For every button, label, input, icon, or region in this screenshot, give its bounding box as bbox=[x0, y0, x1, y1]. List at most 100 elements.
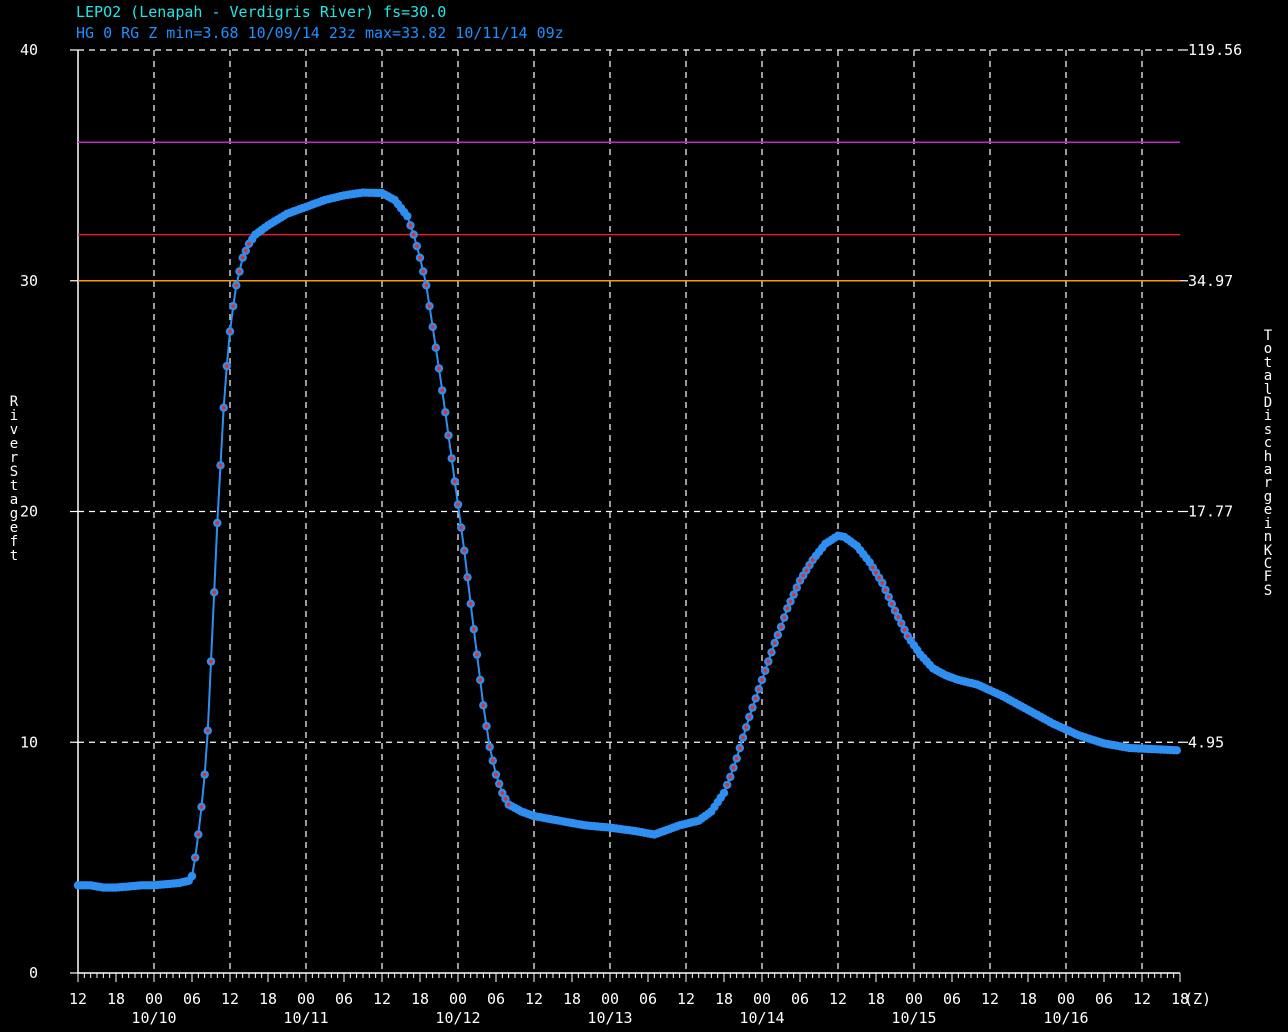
observation-marker bbox=[459, 525, 464, 530]
observation-marker bbox=[775, 633, 780, 637]
observation-marker bbox=[427, 304, 432, 308]
observation-marker bbox=[421, 269, 426, 274]
stage-point bbox=[403, 211, 412, 221]
observation-marker bbox=[870, 565, 875, 570]
x-tick-label: 06 bbox=[335, 990, 353, 1008]
observation-marker bbox=[760, 678, 764, 682]
right-tick-label: 34.97 bbox=[1188, 272, 1233, 290]
observation-marker bbox=[202, 772, 207, 777]
chart-title-stats: HG 0 RG Z min=3.68 10/09/14 23z max=33.8… bbox=[76, 24, 564, 42]
observation-marker bbox=[471, 627, 476, 632]
observation-marker bbox=[756, 687, 761, 692]
observation-marker bbox=[205, 728, 210, 733]
observation-marker bbox=[766, 659, 771, 664]
observation-marker bbox=[772, 641, 777, 645]
observation-marker bbox=[779, 625, 783, 629]
date-label: 10/16 bbox=[1043, 1009, 1088, 1027]
observation-marker bbox=[753, 696, 758, 701]
observation-marker bbox=[240, 255, 245, 260]
observation-marker bbox=[243, 248, 248, 253]
observation-marker bbox=[418, 255, 422, 260]
x-tick-label: 18 bbox=[411, 990, 429, 1008]
x-tick-label: 18 bbox=[1019, 990, 1037, 1008]
x-unit-label: (Z) bbox=[1184, 990, 1211, 1008]
observation-marker bbox=[465, 575, 470, 580]
observation-marker bbox=[734, 756, 739, 761]
y-tick-label: 10 bbox=[20, 733, 38, 751]
stage-point bbox=[187, 871, 197, 881]
observation-marker bbox=[224, 364, 229, 368]
observation-marker bbox=[430, 325, 435, 329]
observation-marker bbox=[440, 388, 445, 393]
observation-marker bbox=[452, 479, 457, 484]
observation-marker bbox=[490, 758, 495, 763]
observation-marker bbox=[893, 608, 897, 613]
observation-marker bbox=[804, 568, 809, 573]
observation-marker bbox=[228, 329, 232, 334]
observation-marker bbox=[794, 585, 799, 590]
observation-marker bbox=[785, 606, 790, 611]
x-tick-label: 00 bbox=[449, 990, 467, 1008]
observation-marker bbox=[798, 578, 802, 583]
observation-marker bbox=[437, 366, 441, 371]
observation-marker bbox=[484, 724, 489, 728]
x-tick-label: 06 bbox=[943, 990, 961, 1008]
observation-marker bbox=[456, 502, 460, 507]
observation-marker bbox=[411, 232, 416, 237]
observation-marker bbox=[896, 615, 901, 619]
right-axis-label: Total Discharge in KCFS bbox=[1263, 328, 1273, 599]
x-tick-label: 00 bbox=[753, 990, 771, 1008]
observation-marker bbox=[468, 601, 473, 606]
y-tick-label: 20 bbox=[20, 503, 38, 521]
left-axis-label: River Stage ft bbox=[9, 394, 19, 564]
observation-marker bbox=[763, 668, 768, 673]
date-label: 10/10 bbox=[131, 1009, 176, 1027]
x-tick-label: 12 bbox=[525, 990, 543, 1008]
observation-marker bbox=[782, 615, 787, 620]
chart-title-station: LEPO2 (Lenapah - Verdigris River) fs=30.… bbox=[76, 3, 447, 21]
observation-marker bbox=[221, 405, 226, 410]
observation-marker bbox=[218, 463, 223, 468]
observation-marker bbox=[883, 588, 888, 592]
x-tick-label: 06 bbox=[487, 990, 505, 1008]
observation-marker bbox=[889, 601, 894, 606]
right-tick-label: 119.56 bbox=[1188, 41, 1242, 59]
observation-marker bbox=[487, 745, 492, 749]
observation-marker bbox=[212, 590, 217, 595]
x-tick-label: 00 bbox=[601, 990, 619, 1008]
x-tick-label: 00 bbox=[1057, 990, 1075, 1008]
x-tick-label: 00 bbox=[905, 990, 923, 1008]
observation-marker bbox=[874, 570, 878, 575]
y-tick-label: 0 bbox=[29, 964, 38, 982]
observation-marker bbox=[443, 410, 448, 415]
y-tick-label: 40 bbox=[20, 41, 38, 59]
observation-marker bbox=[506, 802, 511, 807]
x-tick-label: 12 bbox=[981, 990, 999, 1008]
observation-marker bbox=[234, 283, 239, 288]
x-tick-label: 18 bbox=[107, 990, 125, 1008]
observation-marker bbox=[905, 634, 910, 638]
observation-marker bbox=[209, 659, 213, 664]
observation-marker bbox=[807, 563, 812, 567]
x-tick-label: 06 bbox=[1095, 990, 1113, 1008]
observation-marker bbox=[788, 599, 793, 604]
observation-marker bbox=[725, 783, 730, 787]
x-tick-label: 18 bbox=[563, 990, 581, 1008]
observation-marker bbox=[215, 521, 220, 525]
observation-marker bbox=[728, 775, 733, 779]
observation-marker bbox=[408, 223, 413, 228]
observation-marker bbox=[747, 715, 752, 719]
observation-marker bbox=[494, 772, 498, 777]
observation-marker bbox=[801, 573, 806, 578]
right-tick-label: 17.77 bbox=[1188, 503, 1233, 521]
x-tick-label: 18 bbox=[259, 990, 277, 1008]
observation-marker bbox=[193, 855, 198, 860]
observation-marker bbox=[899, 621, 904, 626]
observation-marker bbox=[880, 581, 885, 585]
observation-marker bbox=[478, 678, 483, 682]
stage-series-line bbox=[78, 191, 1177, 889]
x-tick-label: 12 bbox=[677, 990, 695, 1008]
observation-marker bbox=[902, 627, 907, 632]
x-tick-label: 18 bbox=[1171, 990, 1189, 1008]
